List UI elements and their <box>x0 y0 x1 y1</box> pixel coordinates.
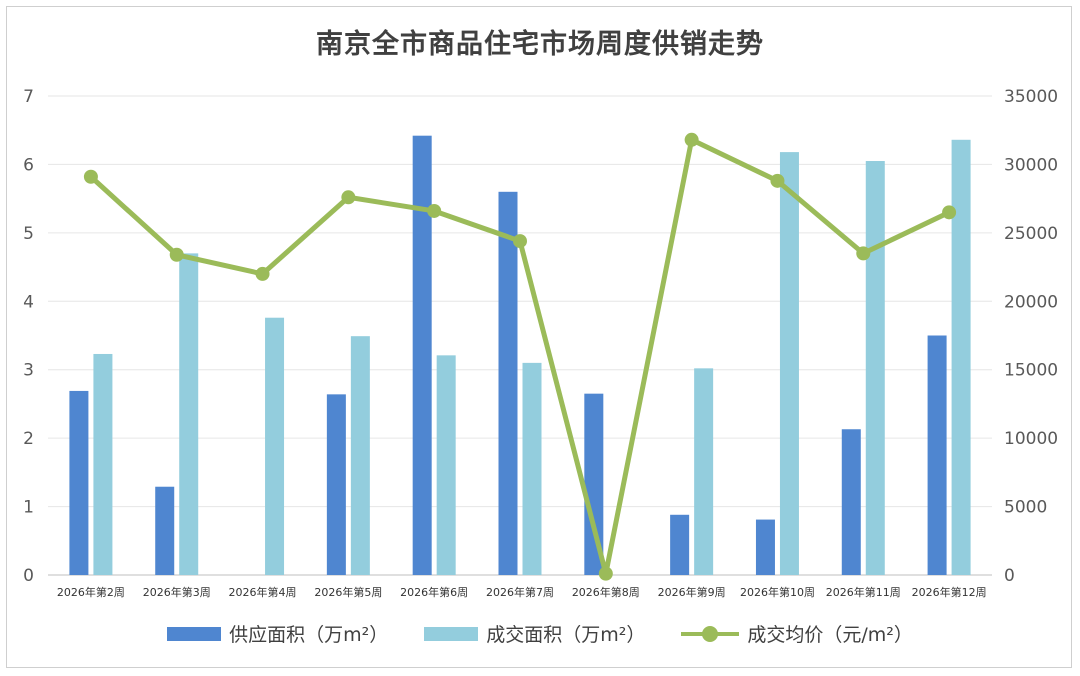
y-left-tick-label: 6 <box>23 155 34 175</box>
legend-item-price: 成交均价（元/m²） <box>681 620 913 647</box>
price-marker <box>83 169 98 184</box>
y-left-tick-label: 1 <box>23 498 34 518</box>
legend-label-supply: 供应面积（万m²） <box>229 624 389 646</box>
chart-title: 南京全市商品住宅市场周度供销走势 <box>316 29 764 60</box>
bar-sales <box>694 368 714 575</box>
bar-sales <box>522 362 542 575</box>
y-left-tick-label: 3 <box>23 361 34 381</box>
y-left-tick-label: 5 <box>23 224 34 244</box>
price-marker <box>169 247 184 262</box>
price-marker <box>513 234 527 249</box>
legend-swatch-sales <box>424 626 479 641</box>
gridlines <box>48 95 992 576</box>
bar-supply <box>155 486 175 575</box>
y-right-tick-label: 15000 <box>1004 361 1058 381</box>
x-tick-label: 2026年第7周 <box>486 585 554 599</box>
price-marker <box>341 190 356 205</box>
price-line <box>83 132 957 581</box>
x-tick-label: 2026年第10周 <box>740 585 815 599</box>
bar-supply <box>498 191 518 576</box>
x-tick-label: 2026年第3周 <box>143 585 211 599</box>
bar-sales <box>951 139 971 575</box>
price-marker <box>427 203 442 218</box>
bar-supply <box>927 335 947 575</box>
bar-supply <box>670 514 690 575</box>
bar-sales <box>265 317 285 575</box>
x-tick-label: 2026年第11周 <box>826 585 901 599</box>
legend-item-supply: 供应面积（万m²） <box>167 620 388 647</box>
legend-item-sales: 成交面积（万m²） <box>424 620 645 647</box>
y-right-tick-label: 35000 <box>1004 87 1058 107</box>
y-left-tick-label: 2 <box>23 429 34 449</box>
x-tick-label: 2026年第9周 <box>658 585 726 599</box>
y-left-tick-label: 7 <box>23 87 34 107</box>
price-marker <box>255 266 270 281</box>
bar-sales <box>350 336 370 575</box>
price-marker <box>942 205 957 220</box>
x-tick-label: 2026年第12周 <box>912 585 987 599</box>
bars <box>69 135 971 576</box>
bar-supply <box>841 429 861 575</box>
y-right-tick-label: 5000 <box>1004 498 1047 518</box>
y-right-tick-label: 20000 <box>1004 292 1058 312</box>
legend-swatch-price <box>681 625 740 642</box>
y-right-tick-label: 0 <box>1004 566 1015 586</box>
bar-supply <box>584 393 604 575</box>
x-tick-label: 2026年第2周 <box>57 585 125 599</box>
y-right-tick-label: 30000 <box>1004 155 1058 175</box>
x-tick-label: 2026年第8周 <box>572 585 640 599</box>
y-left-tick-label: 4 <box>23 292 34 312</box>
axis-ticks: 0 1 2 3 4 5 6 7 0 5000 10000 15000 20000 25000 30000 35… <box>23 87 1058 599</box>
legend-label-sales: 成交面积（万m²） <box>486 624 646 646</box>
y-right-tick-label: 10000 <box>1004 429 1058 449</box>
bar-supply <box>755 519 775 575</box>
x-tick-label: 2026年第5周 <box>314 585 382 599</box>
bar-sales <box>93 353 113 575</box>
legend-label-price: 成交均价（元/m²） <box>747 624 913 646</box>
x-tick-label: 2026年第4周 <box>229 585 297 599</box>
bar-sales <box>865 161 885 575</box>
legend-swatch-supply <box>167 626 222 641</box>
bar-supply <box>326 394 346 575</box>
price-marker <box>856 246 871 261</box>
price-marker <box>770 173 785 188</box>
bar-supply <box>69 390 89 575</box>
y-left-tick-label: 0 <box>23 566 34 586</box>
price-marker <box>684 132 699 147</box>
x-tick-label: 2026年第6周 <box>400 585 468 599</box>
bar-sales <box>436 355 456 575</box>
bar-sales <box>779 152 799 575</box>
legend: 供应面积（万m²） 成交面积（万m²） 成交均价（元/m²） <box>0 620 1080 647</box>
y-right-tick-label: 25000 <box>1004 224 1058 244</box>
bar-supply <box>412 135 432 575</box>
bar-sales <box>179 253 199 575</box>
price-line-path <box>89 137 951 577</box>
price-marker <box>598 566 613 581</box>
